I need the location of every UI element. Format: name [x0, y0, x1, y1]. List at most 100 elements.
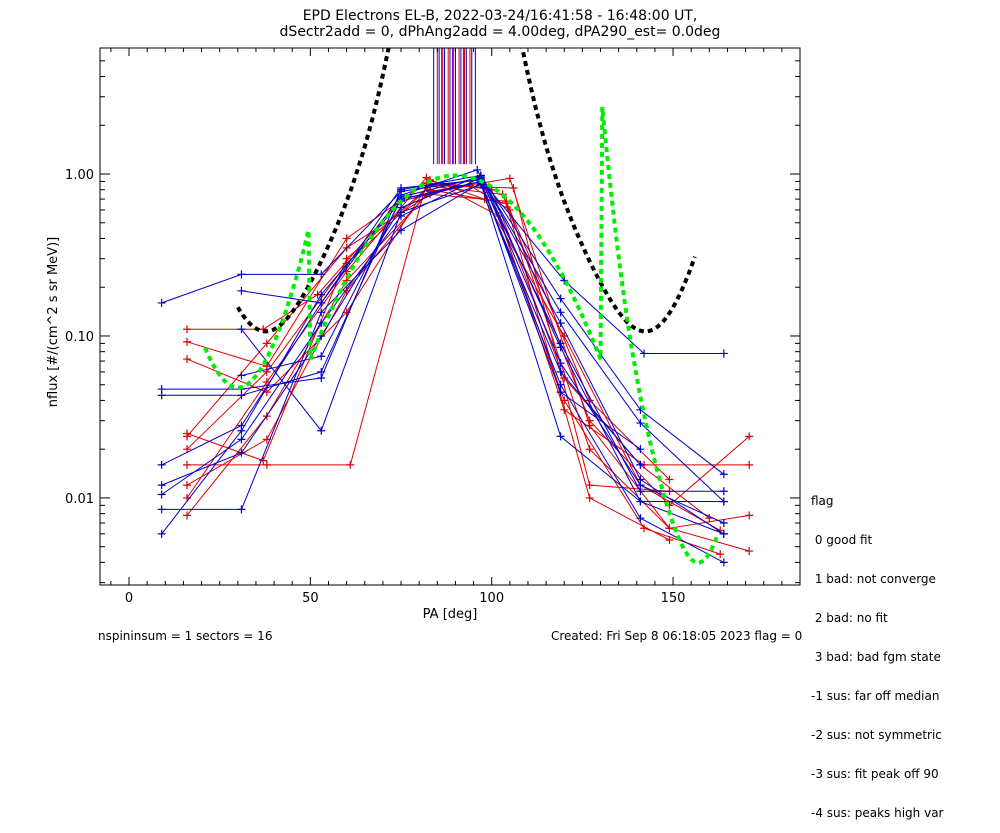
data-point-marker	[556, 294, 565, 303]
data-point-marker	[317, 308, 326, 317]
data-point-marker	[745, 511, 754, 520]
data-point-marker	[640, 349, 649, 358]
data-point-marker	[397, 208, 406, 217]
data-point-marker	[556, 339, 565, 348]
data-point-marker	[665, 524, 674, 533]
footer-created-info: Created: Fri Sep 8 06:18:05 2023 flag = …	[551, 629, 803, 643]
data-point-marker	[346, 460, 355, 469]
series-line	[161, 182, 724, 510]
data-point-marker	[262, 339, 271, 348]
series-line	[241, 183, 641, 466]
data-point-marker	[237, 426, 246, 435]
legend: flag 0 good fit 1 bad: not converge 2 ba…	[811, 469, 943, 833]
series-line	[161, 176, 725, 502]
chart-title-line2: dSectr2add = 0, dPhAng2add = 4.00deg, dP…	[279, 24, 721, 40]
data-point-marker	[560, 374, 569, 383]
data-point-marker	[183, 511, 192, 520]
data-point-marker	[259, 456, 268, 465]
chart-title-line1: EPD Electrons EL-B, 2022-03-24/16:41:58 …	[302, 8, 698, 24]
y-tick-label: 0.10	[65, 330, 94, 345]
legend-item: 1 bad: not converge	[811, 572, 936, 586]
data-point-marker	[422, 173, 431, 182]
data-point-marker	[237, 270, 246, 279]
y-tick-label: 0.01	[65, 492, 94, 507]
legend-title: flag	[811, 494, 834, 508]
data-point-marker	[317, 352, 326, 361]
data-point-marker	[317, 426, 326, 435]
data-point-marker	[317, 367, 326, 376]
series-line	[161, 178, 724, 354]
series-line	[186, 177, 750, 529]
data-point-marker	[183, 432, 192, 441]
data-point-marker	[716, 526, 725, 535]
series-line	[161, 174, 724, 535]
data-point-marker	[237, 435, 246, 444]
data-point-marker	[183, 355, 192, 364]
series-line	[241, 180, 641, 450]
data-point-marker	[473, 165, 482, 174]
data-point-marker	[636, 514, 645, 523]
data-point-marker	[719, 487, 728, 496]
data-point-marker	[636, 419, 645, 428]
footer-spin-info: nspininsum = 1 sectors = 16	[98, 629, 273, 643]
legend-item: 3 bad: bad fgm state	[811, 650, 941, 664]
data-point-marker	[716, 550, 725, 559]
data-point-marker	[719, 558, 728, 567]
data-point-marker	[556, 388, 565, 397]
fit-curve-green	[203, 106, 719, 565]
data-point-marker	[719, 349, 728, 358]
data-point-marker	[237, 505, 246, 514]
plot-area: 0 50 100 150 0.01 0.10 1.00 PA [deg] nflux [#/…	[46, 47, 801, 622]
data-point-marker	[636, 487, 645, 496]
peak-marker-lines	[433, 48, 476, 165]
data-point-marker	[317, 290, 326, 299]
data-point-marker	[157, 460, 166, 469]
data-point-marker	[317, 298, 326, 307]
x-tick-label: 50	[302, 591, 319, 606]
data-point-marker	[719, 519, 728, 528]
data-point-marker	[157, 505, 166, 514]
fit-curves	[203, 48, 719, 565]
data-point-marker	[262, 460, 271, 469]
data-point-marker	[636, 497, 645, 506]
data-point-marker	[636, 460, 645, 469]
legend-item: -4 sus: peaks high var	[811, 806, 944, 820]
legend-item: -2 sus: not symmetric	[811, 728, 942, 742]
data-point-marker	[237, 325, 246, 334]
x-tick-label: 150	[661, 591, 686, 606]
data-point-marker	[719, 470, 728, 479]
data-point-marker	[745, 432, 754, 441]
series-line	[161, 176, 725, 524]
data-point-marker	[183, 337, 192, 346]
data-point-marker	[237, 448, 246, 457]
data-point-marker	[237, 371, 246, 380]
data-point-marker	[745, 460, 754, 469]
y-axis-label: nflux [#/(cm^2 s sr MeV)]	[46, 237, 61, 407]
legend-item: 2 bad: no fit	[811, 611, 888, 625]
data-point-marker	[397, 226, 406, 235]
data-point-marker	[237, 391, 246, 400]
data-point-marker	[397, 183, 406, 192]
data-point-marker	[157, 298, 166, 307]
data-point-marker	[665, 475, 674, 484]
x-tick-label: 0	[125, 591, 133, 606]
data-point-marker	[560, 405, 569, 414]
data-point-marker	[585, 493, 594, 502]
data-point-marker	[556, 319, 565, 328]
legend-item: 0 good fit	[811, 533, 873, 547]
data-point-marker	[719, 497, 728, 506]
plot-frame	[99, 47, 801, 586]
data-point-marker	[317, 270, 326, 279]
legend-item: -1 sus: far off median	[811, 689, 940, 703]
y-tick-label: 1.00	[65, 168, 94, 183]
data-point-marker	[157, 529, 166, 538]
legend-item: -3 sus: fit peak off 90	[811, 767, 939, 781]
x-tick-label: 100	[479, 591, 504, 606]
data-point-marker	[745, 547, 754, 556]
data-point-marker	[183, 460, 192, 469]
data-point-marker	[183, 481, 192, 490]
data-point-marker	[157, 490, 166, 499]
data-point-marker	[556, 359, 565, 368]
spin-sector-series	[157, 165, 754, 567]
series-line	[161, 180, 725, 563]
